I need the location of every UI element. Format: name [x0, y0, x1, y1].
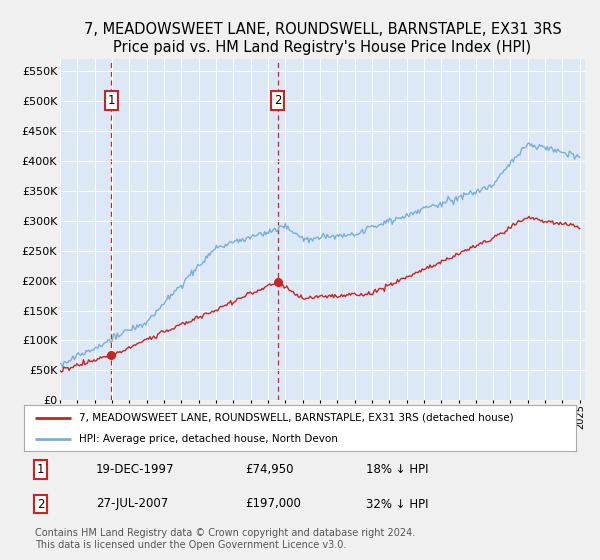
Text: 7, MEADOWSWEET LANE, ROUNDSWELL, BARNSTAPLE, EX31 3RS (detached house): 7, MEADOWSWEET LANE, ROUNDSWELL, BARNSTA…: [79, 413, 514, 423]
Text: 2: 2: [274, 94, 281, 108]
Text: HPI: Average price, detached house, North Devon: HPI: Average price, detached house, Nort…: [79, 435, 338, 444]
Text: 1: 1: [37, 463, 44, 476]
Text: Contains HM Land Registry data © Crown copyright and database right 2024.
This d: Contains HM Land Registry data © Crown c…: [35, 528, 415, 550]
Title: 7, MEADOWSWEET LANE, ROUNDSWELL, BARNSTAPLE, EX31 3RS
Price paid vs. HM Land Reg: 7, MEADOWSWEET LANE, ROUNDSWELL, BARNSTA…: [83, 22, 562, 55]
Text: £197,000: £197,000: [245, 497, 301, 511]
Text: 27-JUL-2007: 27-JUL-2007: [96, 497, 168, 511]
Text: 32% ↓ HPI: 32% ↓ HPI: [366, 497, 429, 511]
Text: 1: 1: [108, 94, 115, 108]
Text: 19-DEC-1997: 19-DEC-1997: [96, 463, 174, 476]
Text: £74,950: £74,950: [245, 463, 293, 476]
Text: 18% ↓ HPI: 18% ↓ HPI: [366, 463, 429, 476]
Text: 2: 2: [37, 497, 44, 511]
